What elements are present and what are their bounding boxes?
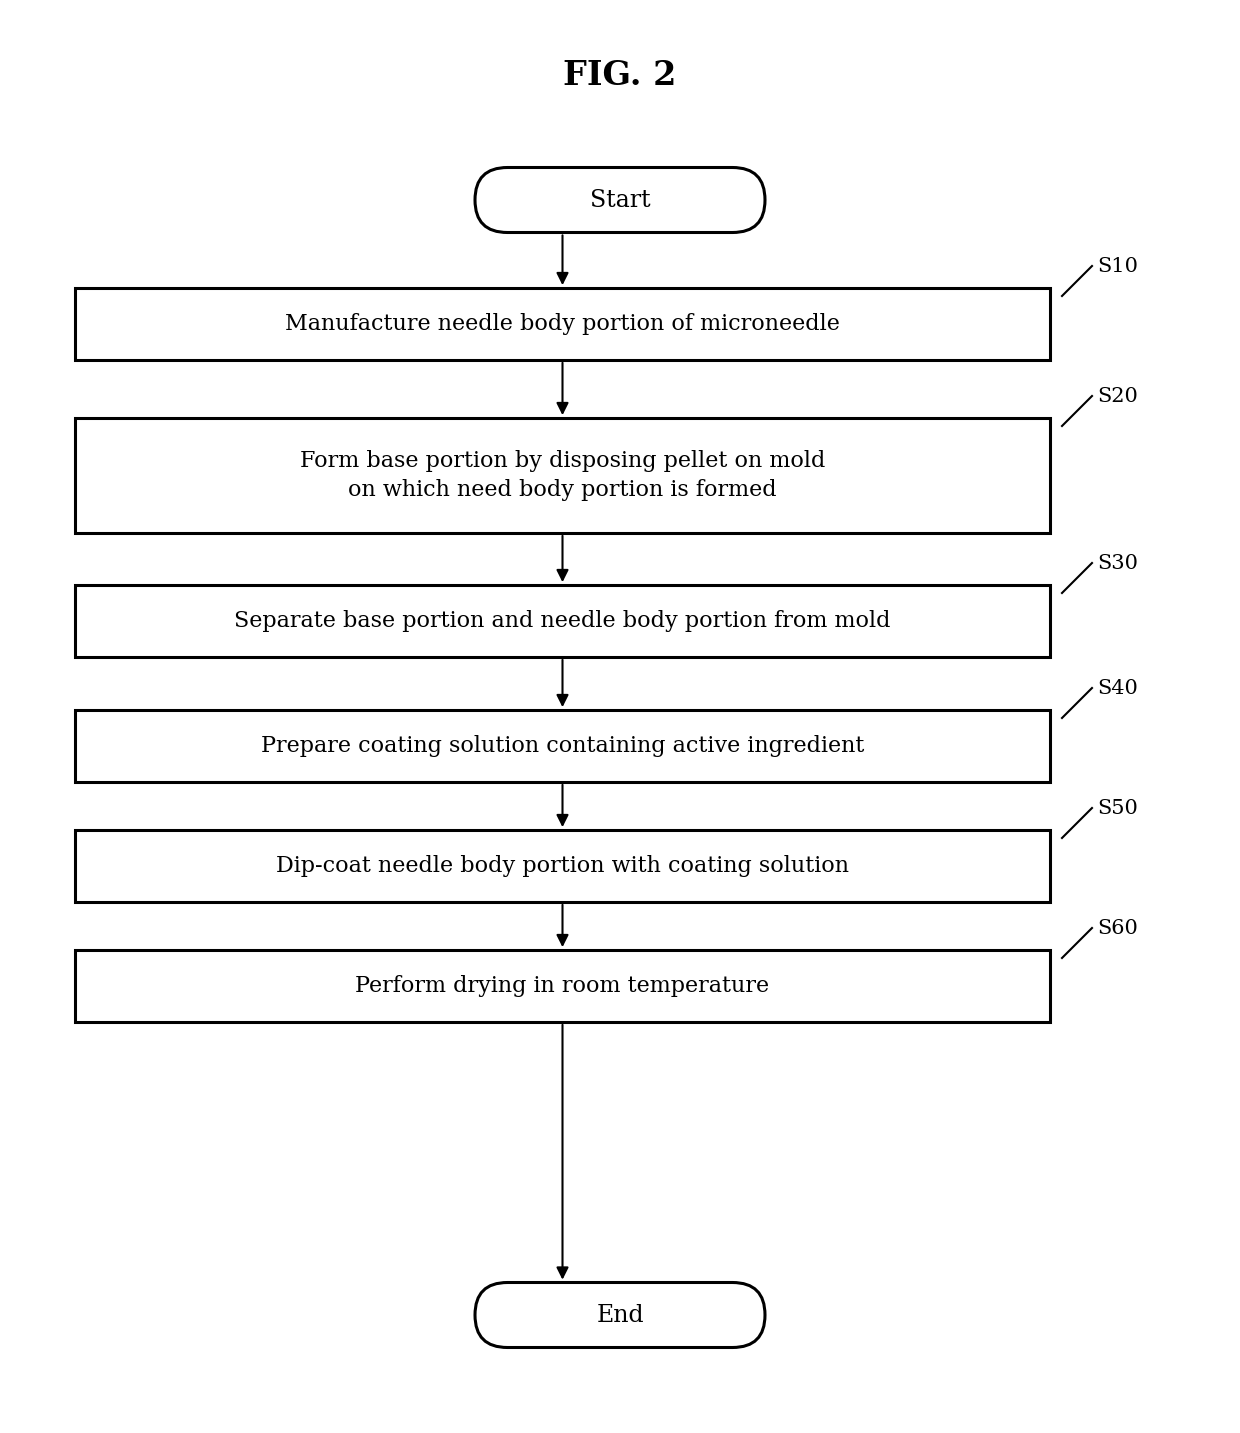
FancyBboxPatch shape [74,418,1050,533]
FancyBboxPatch shape [74,950,1050,1022]
FancyBboxPatch shape [475,1283,765,1347]
Text: Form base portion by disposing pellet on mold
on which need body portion is form: Form base portion by disposing pellet on… [300,450,825,502]
Text: S10: S10 [1097,257,1138,275]
Text: Start: Start [590,189,650,212]
Text: Dip-coat needle body portion with coating solution: Dip-coat needle body portion with coatin… [277,856,849,877]
Text: S20: S20 [1097,387,1138,406]
Text: Perform drying in room temperature: Perform drying in room temperature [356,974,770,997]
Text: Prepare coating solution containing active ingredient: Prepare coating solution containing acti… [260,735,864,757]
Text: End: End [596,1304,644,1327]
FancyBboxPatch shape [74,585,1050,656]
Text: S50: S50 [1097,798,1138,817]
Text: Manufacture needle body portion of microneedle: Manufacture needle body portion of micro… [285,312,839,335]
Text: S40: S40 [1097,678,1138,698]
FancyBboxPatch shape [74,830,1050,901]
Text: FIG. 2: FIG. 2 [563,59,677,92]
Text: S60: S60 [1097,919,1138,937]
Text: S30: S30 [1097,553,1138,573]
Text: Separate base portion and needle body portion from mold: Separate base portion and needle body po… [234,610,890,632]
FancyBboxPatch shape [74,709,1050,782]
FancyBboxPatch shape [475,168,765,232]
FancyBboxPatch shape [74,288,1050,360]
